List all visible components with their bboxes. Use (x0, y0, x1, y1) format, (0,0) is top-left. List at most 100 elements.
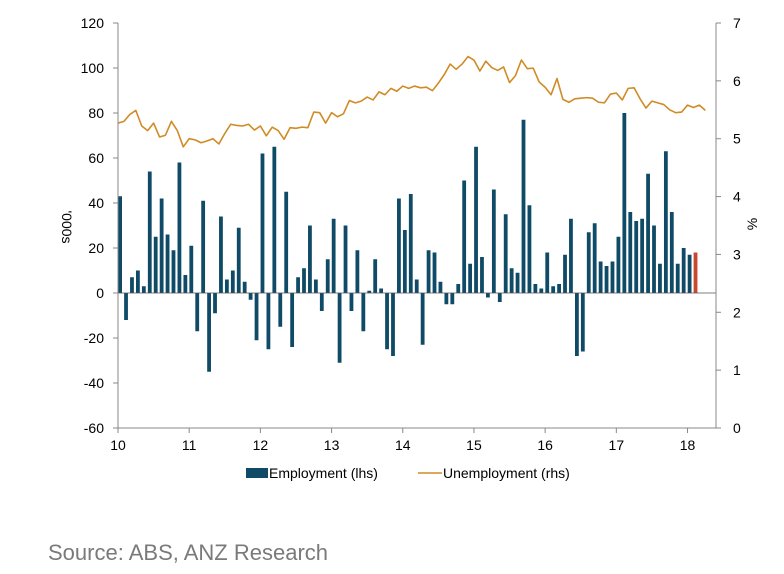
employment-bar (628, 212, 633, 293)
employment-bar (219, 216, 223, 293)
employment-bar (343, 225, 348, 293)
employment-bar (355, 250, 360, 293)
employment-bar (580, 293, 585, 352)
employment-bar (313, 279, 318, 293)
employment-bar (509, 268, 514, 293)
employment-bar (408, 194, 413, 293)
x-tick-label: 18 (680, 437, 696, 453)
employment-bar (610, 261, 615, 293)
employment-bar (367, 290, 372, 293)
left-tick-label: 80 (88, 105, 104, 121)
employment-bar (616, 236, 621, 293)
legend-employment-label: Employment (lhs) (269, 465, 378, 481)
employment-bar (319, 293, 324, 311)
employment-bar (397, 198, 401, 293)
left-tick-label: 100 (81, 60, 105, 76)
x-axis-ticks: 10 11 12 13 14 15 16 17 18 (110, 428, 696, 453)
employment-bar (141, 286, 146, 293)
x-tick-label: 13 (324, 437, 340, 453)
right-tick-label: 3 (733, 246, 741, 262)
employment-bar (663, 151, 668, 293)
employment-bar (254, 293, 259, 341)
employment-bar (432, 252, 437, 293)
employment-bar (242, 281, 247, 293)
employment-bar (385, 293, 389, 350)
employment-bar (592, 223, 597, 293)
left-tick-label: 120 (81, 15, 105, 31)
employment-bar (586, 232, 591, 293)
employment-bar (379, 288, 384, 293)
employment-bar (438, 281, 443, 293)
employment-bar (634, 221, 639, 293)
employment-bar (693, 252, 698, 293)
employment-bar (136, 270, 140, 293)
right-tick-label: 2 (733, 304, 741, 320)
employment-bar (373, 259, 378, 293)
right-tick-label: 1 (733, 362, 741, 378)
employment-bar (652, 225, 656, 293)
employment-bar (604, 266, 609, 293)
employment-bar (426, 250, 431, 293)
employment-bar (159, 198, 164, 293)
employment-bar (450, 293, 455, 305)
employment-bar (153, 236, 158, 293)
left-tick-label: 40 (88, 195, 104, 211)
source-note: Source: ABS, ANZ Research (48, 540, 329, 565)
employment-bar (533, 284, 538, 293)
employment-bar (497, 293, 502, 302)
employment-bar (486, 293, 490, 298)
right-axis-title: % (744, 218, 760, 230)
employment-bar (296, 277, 300, 293)
employment-bar (302, 268, 306, 293)
left-axis-ticks: -60 -40 -20 0 20 40 60 80 100 120 (81, 15, 118, 436)
employment-bar (361, 293, 366, 332)
employment-bar (675, 263, 680, 293)
employment-bar (236, 227, 241, 293)
employment-bar (171, 250, 176, 293)
employment-bar (201, 200, 206, 293)
unemployment-line-group (117, 55, 706, 148)
employment-bar (681, 248, 686, 293)
employment-bar (640, 218, 645, 293)
employment-bar (124, 293, 128, 320)
employment-bar (527, 205, 532, 293)
employment-bar (130, 277, 134, 293)
employment-bar (545, 252, 550, 293)
left-tick-label: -40 (84, 375, 104, 391)
employment-bar (569, 218, 573, 293)
legend-unemployment-label: Unemployment (rhs) (443, 465, 570, 481)
employment-bar (658, 263, 662, 293)
employment-bar (503, 214, 508, 293)
employment-bar (230, 270, 235, 293)
employment-bar (118, 196, 122, 293)
employment-bar (462, 180, 467, 293)
employment-bar (474, 146, 478, 293)
employment-bar (290, 293, 295, 347)
employment-bar (598, 261, 603, 293)
employment-bar (213, 293, 217, 314)
legend: Employment (lhs) Unemployment (rhs) (246, 465, 570, 481)
right-tick-label: 5 (733, 131, 741, 147)
left-tick-label: -20 (84, 330, 104, 346)
employment-bar (414, 279, 419, 293)
employment-bar (272, 146, 277, 293)
employment-bar (491, 189, 496, 293)
employment-bar (308, 225, 312, 293)
legend-employment-swatch (246, 468, 268, 478)
right-tick-label: 7 (733, 15, 741, 31)
employment-bar (444, 293, 449, 305)
employment-bar (563, 254, 567, 293)
employment-bar (539, 288, 544, 293)
left-tick-label: 20 (88, 240, 104, 256)
right-tick-label: 0 (733, 420, 741, 436)
employment-bar (456, 284, 461, 293)
x-tick-label: 15 (466, 437, 482, 453)
employment-bar (195, 293, 200, 332)
employment-bar (402, 230, 407, 293)
employment-bars (118, 113, 698, 372)
employment-bar (266, 293, 271, 350)
employment-bar (248, 293, 253, 300)
left-tick-label: -60 (84, 420, 104, 436)
employment-bar (646, 173, 650, 293)
x-tick-label: 10 (110, 437, 126, 453)
